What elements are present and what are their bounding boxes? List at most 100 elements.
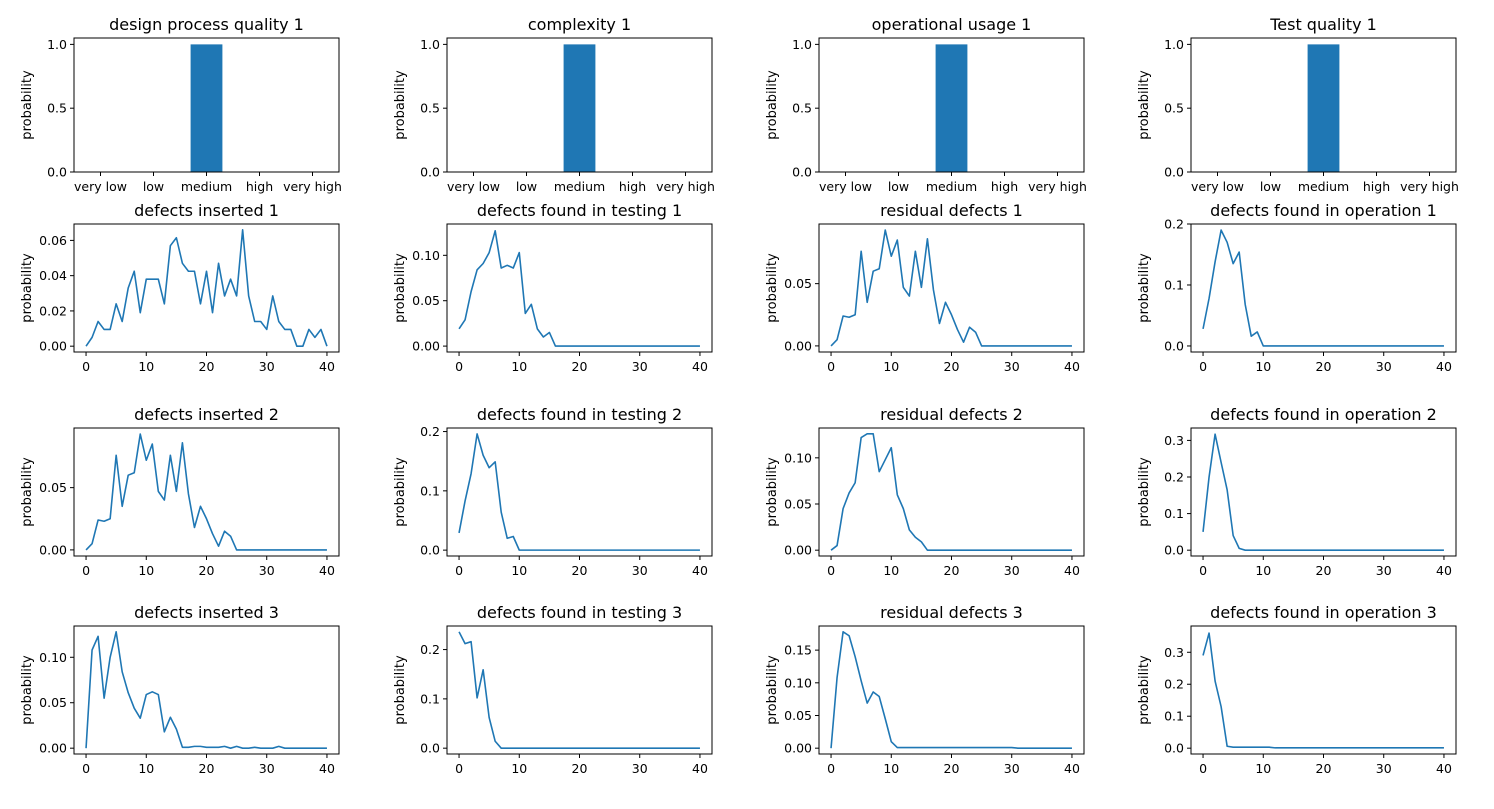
x-tick-label: 0 <box>1199 359 1207 374</box>
y-tick-label: 0.5 <box>792 101 812 116</box>
subplot-title: residual defects 3 <box>880 603 1023 622</box>
x-tick-label: 40 <box>1436 761 1452 776</box>
x-tick-label: 20 <box>572 761 588 776</box>
y-tick-label: 0.0 <box>1164 741 1184 756</box>
y-tick-label: 0.05 <box>784 708 812 723</box>
x-tick-label: 30 <box>632 563 648 578</box>
y-axis-label: probability <box>1137 457 1152 527</box>
axes-frame <box>818 223 1085 353</box>
x-tick-label: 20 <box>944 563 960 578</box>
subplot-title: design process quality 1 <box>109 15 304 34</box>
x-tick-label: 10 <box>1255 761 1271 776</box>
x-tick-label: very low <box>74 179 127 194</box>
x-tick-label: 20 <box>1316 563 1332 578</box>
series-line <box>830 433 1072 551</box>
series-line <box>85 433 327 551</box>
x-tick-label: 10 <box>883 359 899 374</box>
y-tick-label: 0.1 <box>1164 506 1184 521</box>
y-axis-label: probability <box>393 457 408 527</box>
x-tick-label: 10 <box>883 563 899 578</box>
subplot-title: residual defects 2 <box>880 405 1023 424</box>
x-tick-label: 40 <box>1436 359 1452 374</box>
subplot-title: defects found in testing 1 <box>477 201 682 220</box>
subplot-8: defects found in operation 1 probability 0… <box>1137 201 1457 374</box>
y-tick-label: 0.0 <box>1164 165 1184 180</box>
y-tick-label: 0.2 <box>1164 469 1184 484</box>
x-tick-label: 10 <box>138 761 154 776</box>
y-tick-label: 0.05 <box>412 293 440 308</box>
y-axis-label: probability <box>393 253 408 323</box>
subplot-title: defects inserted 2 <box>134 405 279 424</box>
y-axis-label: probability <box>20 70 35 140</box>
axes-frame <box>1190 37 1457 173</box>
x-tick-label: very high <box>1028 179 1087 194</box>
y-tick-label: 0.00 <box>784 741 812 756</box>
x-tick-label: 20 <box>1316 359 1332 374</box>
axes-frame <box>818 37 1085 173</box>
y-tick-label: 0.00 <box>412 339 440 354</box>
subplot-title: defects found in operation 1 <box>1210 201 1437 220</box>
x-tick-label: 40 <box>1436 563 1452 578</box>
x-tick-label: 0 <box>827 563 835 578</box>
x-tick-label: 40 <box>1064 761 1080 776</box>
axes-frame <box>446 37 713 173</box>
y-tick-label: 0.5 <box>420 101 440 116</box>
x-tick-label: low <box>1260 179 1281 194</box>
subplot-1: design process quality 1 probability 0.0 0.… <box>20 15 342 194</box>
x-tick-label: very low <box>819 179 872 194</box>
x-tick-label: 30 <box>1376 563 1392 578</box>
y-tick-label: 0.05 <box>39 695 67 710</box>
subplot-title: complexity 1 <box>528 15 631 34</box>
series-line <box>458 631 700 749</box>
x-tick-label: 10 <box>138 359 154 374</box>
y-tick-label: 0.00 <box>784 543 812 558</box>
bar <box>1307 44 1340 172</box>
axes-frame <box>446 223 713 353</box>
x-tick-label: 10 <box>883 761 899 776</box>
x-tick-label: 40 <box>1064 563 1080 578</box>
y-tick-label: 0.15 <box>784 643 812 658</box>
x-tick-label: very high <box>1400 179 1459 194</box>
subplot-9: defects inserted 2 probability 0.00 0.05 0 10… <box>20 405 340 578</box>
series-line <box>830 631 1072 749</box>
y-tick-label: 0.1 <box>420 691 440 706</box>
series-line <box>85 229 328 347</box>
subplot-title: defects found in testing 2 <box>477 405 682 424</box>
subplot-13: defects inserted 3 probability 0.00 0.05 0.1… <box>20 603 340 776</box>
x-tick-label: 10 <box>511 563 527 578</box>
series-line <box>1202 229 1444 347</box>
y-tick-label: 0.2 <box>1164 217 1184 232</box>
subplot-12: defects found in operation 2 probability 0… <box>1137 405 1457 578</box>
y-tick-label: 1.0 <box>420 37 440 52</box>
x-tick-label: 30 <box>259 563 275 578</box>
y-axis-label: probability <box>393 655 408 725</box>
y-tick-label: 0.02 <box>39 303 67 318</box>
x-tick-label: 20 <box>199 359 215 374</box>
x-tick-label: medium <box>181 179 232 194</box>
y-tick-label: 0.2 <box>420 642 440 657</box>
subplot-11: residual defects 2 probability 0.00 0.05 0.1… <box>765 405 1085 578</box>
axes-frame <box>446 625 713 755</box>
x-tick-label: 30 <box>1004 563 1020 578</box>
x-tick-label: 0 <box>1199 563 1207 578</box>
y-tick-label: 0.10 <box>39 650 67 665</box>
axes-frame <box>1190 427 1457 557</box>
x-tick-label: 0 <box>82 761 90 776</box>
x-tick-label: 0 <box>1199 761 1207 776</box>
x-tick-label: 30 <box>1376 359 1392 374</box>
y-axis-label: probability <box>1137 253 1152 323</box>
axes-frame <box>446 427 713 557</box>
axes-frame <box>818 625 1085 755</box>
x-tick-label: 20 <box>944 761 960 776</box>
x-tick-label: 30 <box>632 761 648 776</box>
y-tick-label: 0.00 <box>39 741 67 756</box>
x-tick-label: 30 <box>1376 761 1392 776</box>
x-tick-label: 30 <box>1004 359 1020 374</box>
y-tick-label: 0.05 <box>784 497 812 512</box>
axes-frame <box>818 427 1085 557</box>
x-tick-label: 0 <box>827 359 835 374</box>
y-tick-label: 0.5 <box>1164 101 1184 116</box>
y-axis-label: probability <box>20 253 35 323</box>
y-tick-label: 0.1 <box>1164 277 1184 292</box>
x-tick-label: 20 <box>944 359 960 374</box>
